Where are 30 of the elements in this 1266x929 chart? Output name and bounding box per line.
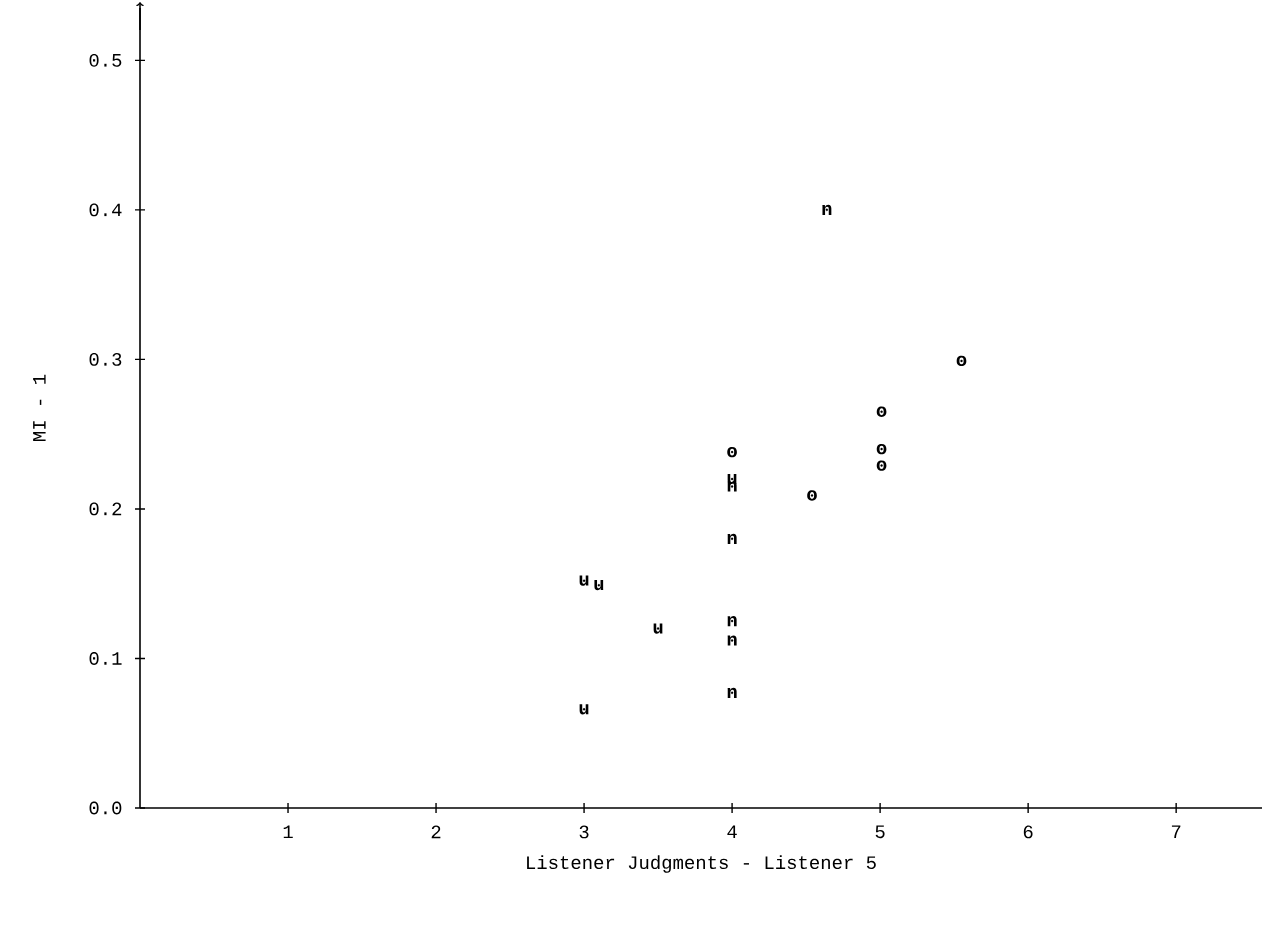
y-tick-label: 0.1 [89, 652, 122, 665]
text: n [727, 533, 737, 544]
text: u [653, 623, 663, 634]
text: o [956, 355, 967, 367]
x-tick-label: 4 [727, 825, 737, 838]
x-tick-label: 3 [579, 825, 589, 839]
x-tick-label: 7 [1171, 825, 1181, 838]
text: u [579, 704, 589, 715]
x-tick-label: 5 [875, 825, 885, 839]
series-label: u [579, 575, 589, 586]
text: n [822, 204, 832, 215]
x-tick-label: 6 [1023, 825, 1033, 839]
text: n [727, 615, 737, 627]
text: o [727, 446, 737, 458]
text: n [727, 687, 737, 698]
text: u [594, 580, 604, 591]
x-axis-title: Listener Judgments - Listener 5 [527, 855, 876, 873]
y-tick-label: 0.3 [89, 352, 122, 366]
text: o [876, 443, 887, 455]
text: o [807, 490, 817, 501]
text: o [876, 460, 887, 471]
y-tick-label: 0.5 [89, 53, 122, 67]
y-axis-title: MI - 1 [33, 374, 46, 441]
x-tick-label: 1 [283, 825, 293, 838]
y-tick-label: 0.4 [89, 203, 122, 217]
y-tick-label: 0.0 [89, 801, 122, 815]
series-label: o [876, 406, 887, 417]
text: n [727, 635, 737, 646]
y-tick-label: 0.2 [89, 502, 122, 516]
x-tick-label: 2 [431, 825, 441, 839]
